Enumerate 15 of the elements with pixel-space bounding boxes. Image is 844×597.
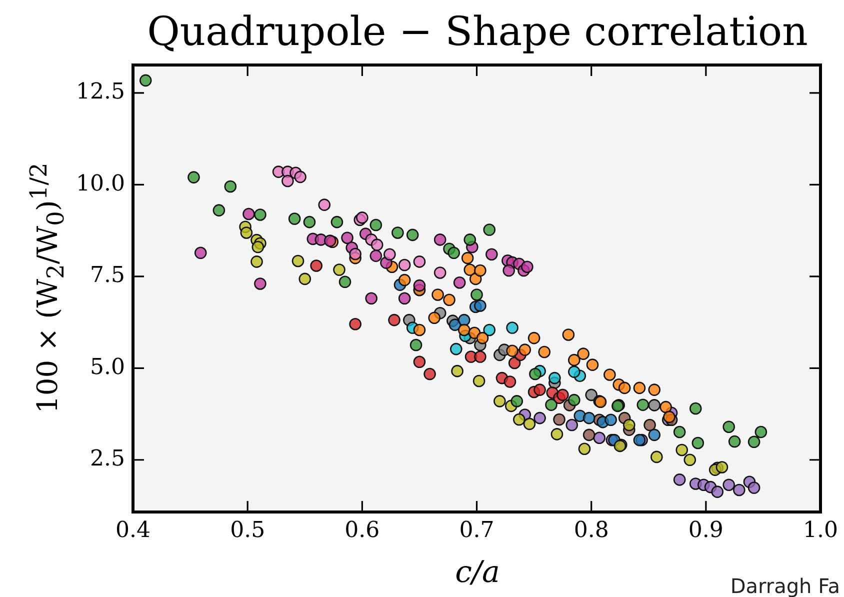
x-tick-label: 0.5 — [230, 518, 266, 543]
text: Darragh Fa — [730, 574, 840, 597]
x-tick-label: 0.7 — [459, 518, 494, 543]
x-tick-label: 0.4 — [116, 518, 150, 543]
y-tick-label: 12.5 — [76, 80, 125, 105]
y-tick-label: 2.5 — [90, 446, 125, 472]
chart-title: Quadrupole − Shape correlation — [146, 8, 809, 56]
y-tick-label: 10.0 — [76, 171, 125, 196]
x-tick-label: 1.0 — [803, 518, 838, 543]
x-tick-label: 0.8 — [574, 518, 609, 543]
x-axis-title: c/a — [455, 555, 500, 590]
x-tick-label: 0.6 — [344, 518, 380, 543]
y-tick-label: 7.5 — [90, 263, 125, 288]
y-tick-label: 5.0 — [90, 354, 125, 380]
x-tick-label: 0.9 — [688, 518, 724, 543]
